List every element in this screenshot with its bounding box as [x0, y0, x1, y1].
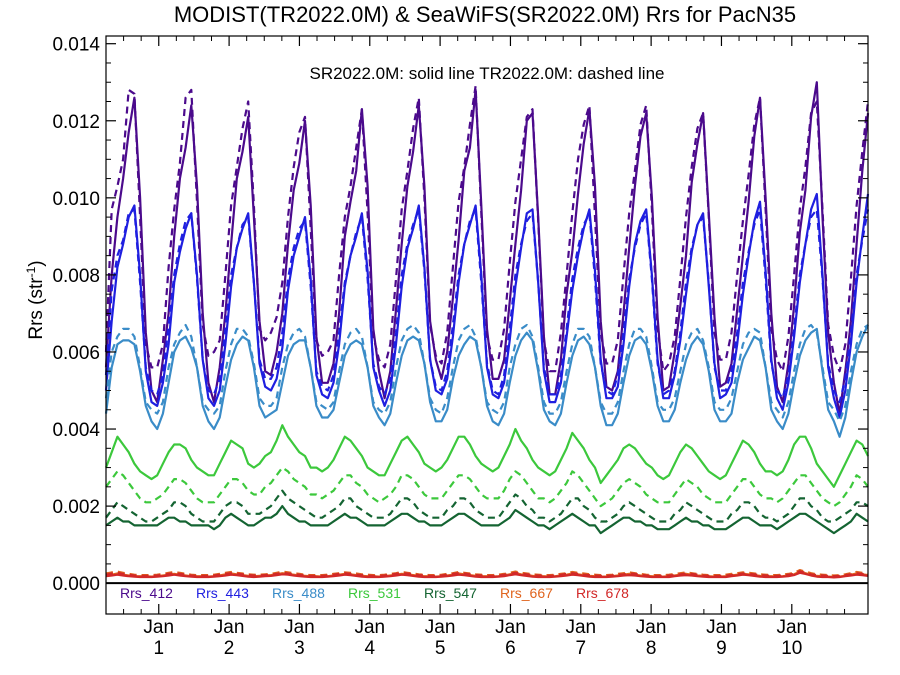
y-tick-label: 0.004 — [52, 420, 100, 441]
y-axis-label-main: Rrs (str — [26, 277, 47, 340]
plot-frame — [105, 35, 869, 615]
x-tick-label-year: 1 — [153, 638, 164, 659]
series-line-rrs_531-solid — [104, 424, 869, 488]
line-style-annotation: SR2022.0M: solid line TR2022.0M: dashed … — [309, 64, 664, 83]
series-line-rrs_488-solid — [104, 324, 869, 438]
x-tick-label-year: 2 — [224, 638, 235, 659]
legend-item-rrs_547: Rrs_547 — [424, 585, 477, 601]
x-tick-label-month: Jan — [354, 617, 385, 638]
y-axis-label-superscript: -1 — [24, 266, 38, 277]
legend-item-rrs_443: Rrs_443 — [196, 585, 249, 601]
x-tick-label-year: 5 — [435, 638, 446, 659]
x-tick-label-year: 10 — [781, 638, 802, 659]
y-tick-label: 0.000 — [52, 574, 100, 595]
legend-item-rrs_678: Rrs_678 — [576, 585, 629, 601]
series-line-rrs_488-dashed — [104, 323, 869, 423]
x-tick-label-month: Jan — [425, 617, 456, 638]
x-tick-label-year: 3 — [294, 638, 305, 659]
x-tick-label-month: Jan — [143, 617, 174, 638]
series-line-rrs_443-dashed — [104, 208, 870, 404]
legend-item-rrs_667: Rrs_667 — [500, 585, 553, 601]
plot-area — [104, 81, 870, 585]
series-line-rrs_678-solid — [105, 571, 869, 579]
x-tick-label-year: 7 — [575, 638, 586, 659]
series-line-rrs_678-dashed — [105, 570, 869, 578]
legend-item-rrs_531: Rrs_531 — [348, 585, 401, 601]
series-line-rrs_412-dashed — [104, 84, 870, 373]
x-tick-label-month: Jan — [495, 617, 526, 638]
legend-item-rrs_412: Rrs_412 — [120, 585, 173, 601]
chart-title: MODIST(TR2022.0M) & SeaWiFS(SR2022.0M) R… — [174, 2, 796, 27]
y-tick-label: 0.010 — [52, 189, 100, 210]
y-axis-label: Rrs (str-1) — [24, 260, 47, 339]
x-axis: Jan1Jan2Jan3Jan4Jan5Jan6Jan7Jan8Jan9Jan1… — [105, 36, 846, 659]
x-tick-label-month: Jan — [284, 617, 315, 638]
series-line-rrs_547-solid — [105, 505, 869, 535]
y-tick-label: 0.002 — [52, 497, 100, 518]
y-tick-label: 0.012 — [52, 112, 100, 133]
x-tick-label-month: Jan — [776, 617, 807, 638]
x-tick-label-year: 8 — [646, 638, 657, 659]
y-tick-label: 0.014 — [52, 35, 100, 56]
x-tick-label-year: 4 — [364, 638, 375, 659]
series-line-rrs_412-solid — [104, 81, 870, 415]
series-line-rrs_443-solid — [104, 192, 870, 419]
legend-item-rrs_488: Rrs_488 — [272, 585, 325, 601]
series-line-rrs_531-dashed — [105, 466, 869, 508]
x-tick-label-year: 6 — [505, 638, 516, 659]
x-tick-label-year: 9 — [716, 638, 727, 659]
x-tick-label-month: Jan — [565, 617, 596, 638]
x-tick-label-month: Jan — [214, 617, 245, 638]
y-tick-label: 0.006 — [52, 343, 100, 364]
x-tick-label-month: Jan — [636, 617, 667, 638]
legend: Rrs_412 Rrs_443 Rrs_488 Rrs_531 Rrs_547 Rrs_6… — [120, 585, 629, 601]
y-tick-label: 0.008 — [52, 266, 100, 287]
y-axis-label-close: ) — [26, 260, 47, 266]
x-tick-label-month: Jan — [706, 617, 737, 638]
y-axis: 0.000 0.002 0.004 0.006 0.008 0.010 0.012 0.014 — [52, 35, 868, 595]
